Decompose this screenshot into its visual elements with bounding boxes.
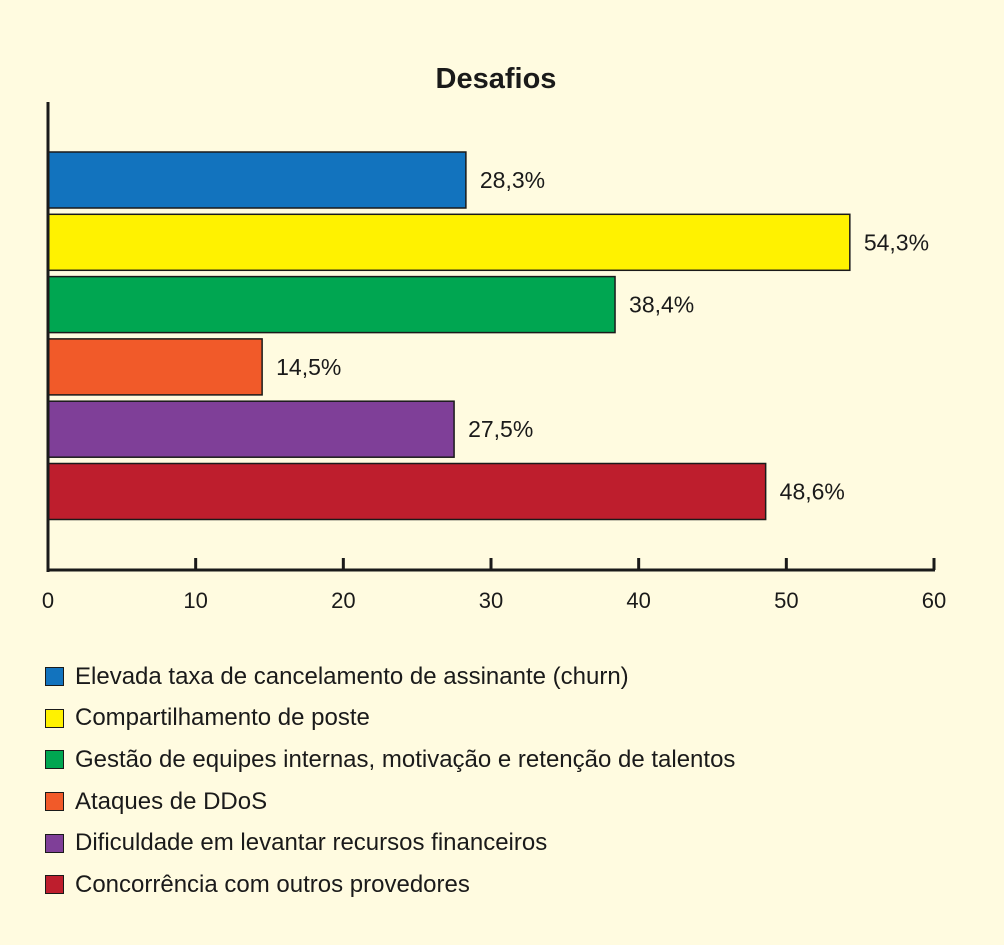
chart-title: Desafios	[436, 63, 557, 95]
legend-label: Elevada taxa de cancelamento de assinant…	[75, 662, 629, 690]
legend: Elevada taxa de cancelamento de assinant…	[45, 656, 735, 906]
legend-swatch	[45, 833, 64, 853]
legend-item: Gestão de equipes internas, motivação e …	[45, 739, 735, 781]
legend-swatch	[45, 875, 64, 895]
legend-label: Ataques de DDoS	[75, 787, 268, 815]
bar-chart: Desafios 28,3%54,3%38,4%14,5%27,5%48,6% …	[42, 63, 946, 613]
legend-swatch	[45, 792, 64, 812]
legend-item: Ataques de DDoS	[45, 781, 735, 823]
bar	[47, 400, 455, 458]
legend-item: Dificuldade em levantar recursos finance…	[45, 822, 735, 864]
bar-value-label: 38,4%	[629, 292, 694, 318]
bar	[47, 462, 767, 521]
bar	[47, 275, 616, 334]
legend-item: Concorrência com outros provedores	[45, 864, 735, 906]
legend-item: Elevada taxa de cancelamento de assinant…	[45, 656, 735, 698]
legend-item: Compartilhamento de poste	[45, 698, 735, 740]
bar-value-label: 27,5%	[468, 416, 533, 442]
legend-swatch	[45, 750, 64, 770]
x-tick-label: 0	[42, 588, 54, 613]
x-tick-label: 60	[922, 588, 946, 613]
bar	[47, 338, 263, 396]
x-tick-label: 40	[626, 588, 650, 613]
bar-value-label: 48,6%	[780, 479, 845, 505]
bar-value-label: 54,3%	[864, 229, 929, 255]
bar-value-label: 14,5%	[276, 354, 341, 380]
x-tick-label: 50	[774, 588, 798, 613]
legend-swatch	[45, 667, 64, 687]
legend-label: Compartilhamento de poste	[75, 704, 370, 732]
legend-swatch	[45, 708, 64, 728]
x-tick-label: 30	[479, 588, 503, 613]
bar	[47, 151, 467, 209]
bar	[47, 213, 851, 272]
x-tick-label: 20	[331, 588, 355, 613]
legend-label: Dificuldade em levantar recursos finance…	[75, 829, 548, 857]
bar-value-label: 28,3%	[480, 167, 545, 193]
legend-label: Gestão de equipes internas, motivação e …	[75, 745, 736, 773]
x-tick-label: 10	[183, 588, 207, 613]
legend-label: Concorrência com outros provedores	[75, 870, 470, 898]
